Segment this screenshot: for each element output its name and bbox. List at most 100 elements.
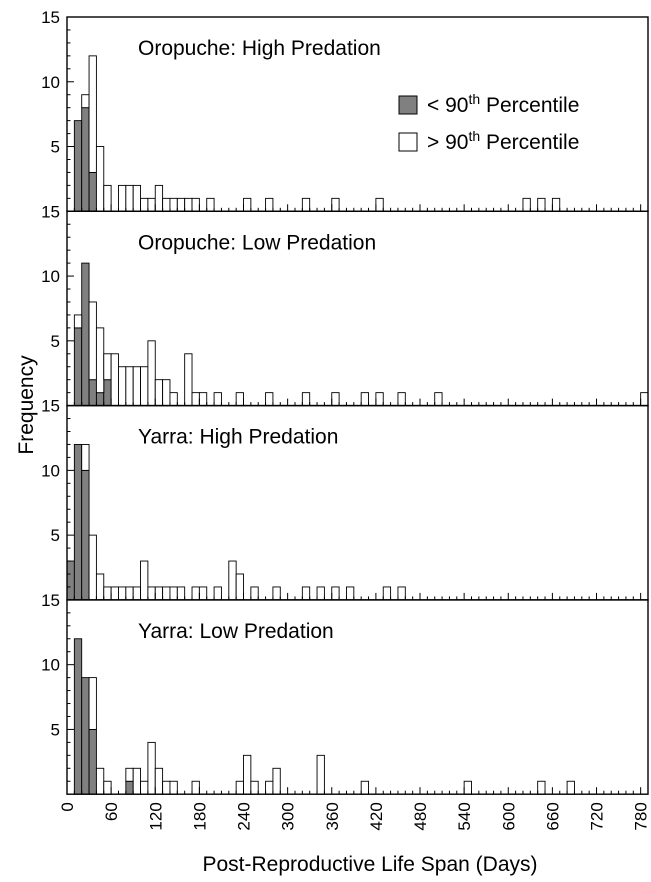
bar-above-90th [88, 534, 97, 601]
bar-above-90th [169, 197, 178, 212]
panels-layer: 5 10 15 Oropuche: High Predation 5 10 15 Oropuc… [41, 8, 651, 831]
bar-below-90th [73, 327, 83, 407]
bar-above-90th [375, 392, 384, 407]
bar-above-90th [213, 392, 222, 407]
bar-below-90th [88, 379, 97, 407]
bar-above-90th [118, 366, 127, 407]
bar-above-90th [140, 560, 149, 601]
bar-above-90th [213, 586, 222, 601]
bar-below-90th [73, 120, 83, 212]
bar-below-90th [88, 728, 97, 795]
bar-above-90th [566, 780, 575, 795]
bar-above-90th [265, 392, 274, 407]
bar-above-90th [118, 184, 127, 212]
bar-above-90th [360, 392, 369, 407]
x-tick-label: 780 [632, 802, 651, 830]
bar-above-90th [346, 586, 355, 601]
bar-above-90th [147, 586, 156, 601]
panel-3: 5 10 15 Yarra: High Predation [41, 397, 649, 601]
bar-above-90th [250, 780, 259, 795]
bar-above-90th [301, 392, 311, 407]
bar-below-90th [73, 638, 83, 795]
bar-above-90th [147, 340, 156, 407]
bar-above-90th [95, 146, 105, 212]
bar-above-90th [110, 586, 119, 601]
bar-above-90th [537, 197, 546, 212]
y-tick-label: 5 [51, 526, 60, 545]
bar-above-90th [316, 754, 325, 795]
bar-above-90th [198, 392, 208, 407]
bar-above-90th [73, 314, 83, 329]
bar-above-90th [522, 197, 531, 212]
bar-above-90th [132, 767, 141, 795]
bar-above-90th [132, 586, 141, 601]
bar-above-90th [125, 767, 134, 782]
y-tick-label: 15 [41, 202, 60, 221]
bar-above-90th [162, 379, 171, 407]
bar-above-90th [81, 94, 90, 109]
bar-above-90th [434, 392, 443, 407]
bar-above-90th [95, 573, 105, 601]
bar-below-90th [81, 469, 90, 601]
bar-above-90th [154, 767, 164, 795]
bar-above-90th [235, 392, 244, 407]
bar-above-90th [235, 780, 244, 795]
y-tick-label: 15 [41, 397, 60, 416]
bar-above-90th [154, 586, 164, 601]
bar-above-90th [250, 586, 259, 601]
bar-above-90th [147, 197, 156, 212]
panel-title: Yarra: High Predation [138, 426, 338, 449]
legend-label-below: < 90th Percentile [427, 91, 579, 117]
legend-label-above: > 90th Percentile [427, 128, 579, 154]
bar-above-90th [640, 392, 649, 407]
bar-below-90th [88, 171, 97, 212]
bar-above-90th [147, 741, 156, 795]
x-axis-title: Post-Reproductive Life Span (Days) [203, 853, 538, 876]
y-tick-label: 10 [41, 73, 60, 92]
bar-below-90th [81, 107, 90, 212]
bar-above-90th [537, 780, 546, 795]
bar-above-90th [140, 780, 149, 795]
legend-swatch-above [398, 132, 418, 152]
bar-above-90th [272, 586, 281, 601]
bar-above-90th [301, 197, 311, 212]
x-tick-label: 360 [323, 802, 342, 830]
bar-above-90th [375, 197, 384, 212]
bar-above-90th [110, 353, 119, 407]
x-tick-label: 180 [190, 802, 209, 830]
bar-above-90th [169, 392, 178, 407]
bar-above-90th [81, 444, 90, 471]
bar-above-90th [243, 754, 252, 795]
y-tick-label: 15 [41, 8, 60, 27]
bar-above-90th [176, 586, 186, 601]
bar-above-90th [162, 586, 171, 601]
bar-above-90th [265, 780, 274, 795]
bar-above-90th [198, 586, 208, 601]
bar-above-90th [191, 586, 200, 601]
bar-above-90th [184, 197, 193, 212]
panel-1: 5 10 15 Oropuche: High Predation [41, 8, 649, 213]
bar-below-90th [95, 392, 105, 407]
bar-above-90th [103, 586, 112, 601]
bar-above-90th [397, 392, 406, 407]
x-tick-label: 660 [543, 802, 562, 830]
bar-above-90th [132, 184, 141, 212]
bar-above-90th [154, 379, 164, 407]
bar-above-90th [191, 780, 200, 795]
bar-above-90th [118, 586, 127, 601]
bar-above-90th [176, 197, 186, 212]
bar-above-90th [140, 197, 149, 212]
x-tick-label: 420 [367, 802, 386, 830]
bar-above-90th [206, 197, 215, 212]
panel-title: Yarra: Low Predation [138, 620, 334, 643]
panel-4: 5 10 15 Yarra: Low Predation [41, 591, 649, 795]
x-tick-label: 60 [102, 802, 121, 821]
bar-above-90th [331, 586, 340, 601]
legend: < 90th Percentile > 90th Percentile [398, 91, 579, 154]
panel-title: Oropuche: High Predation [138, 37, 381, 60]
bar-above-90th [272, 767, 281, 795]
bar-above-90th [331, 197, 340, 212]
x-tick-label: 240 [235, 802, 254, 830]
panel-2: 5 10 15 Oropuche: Low Predation [41, 202, 649, 407]
x-tick-label: 600 [499, 802, 518, 830]
